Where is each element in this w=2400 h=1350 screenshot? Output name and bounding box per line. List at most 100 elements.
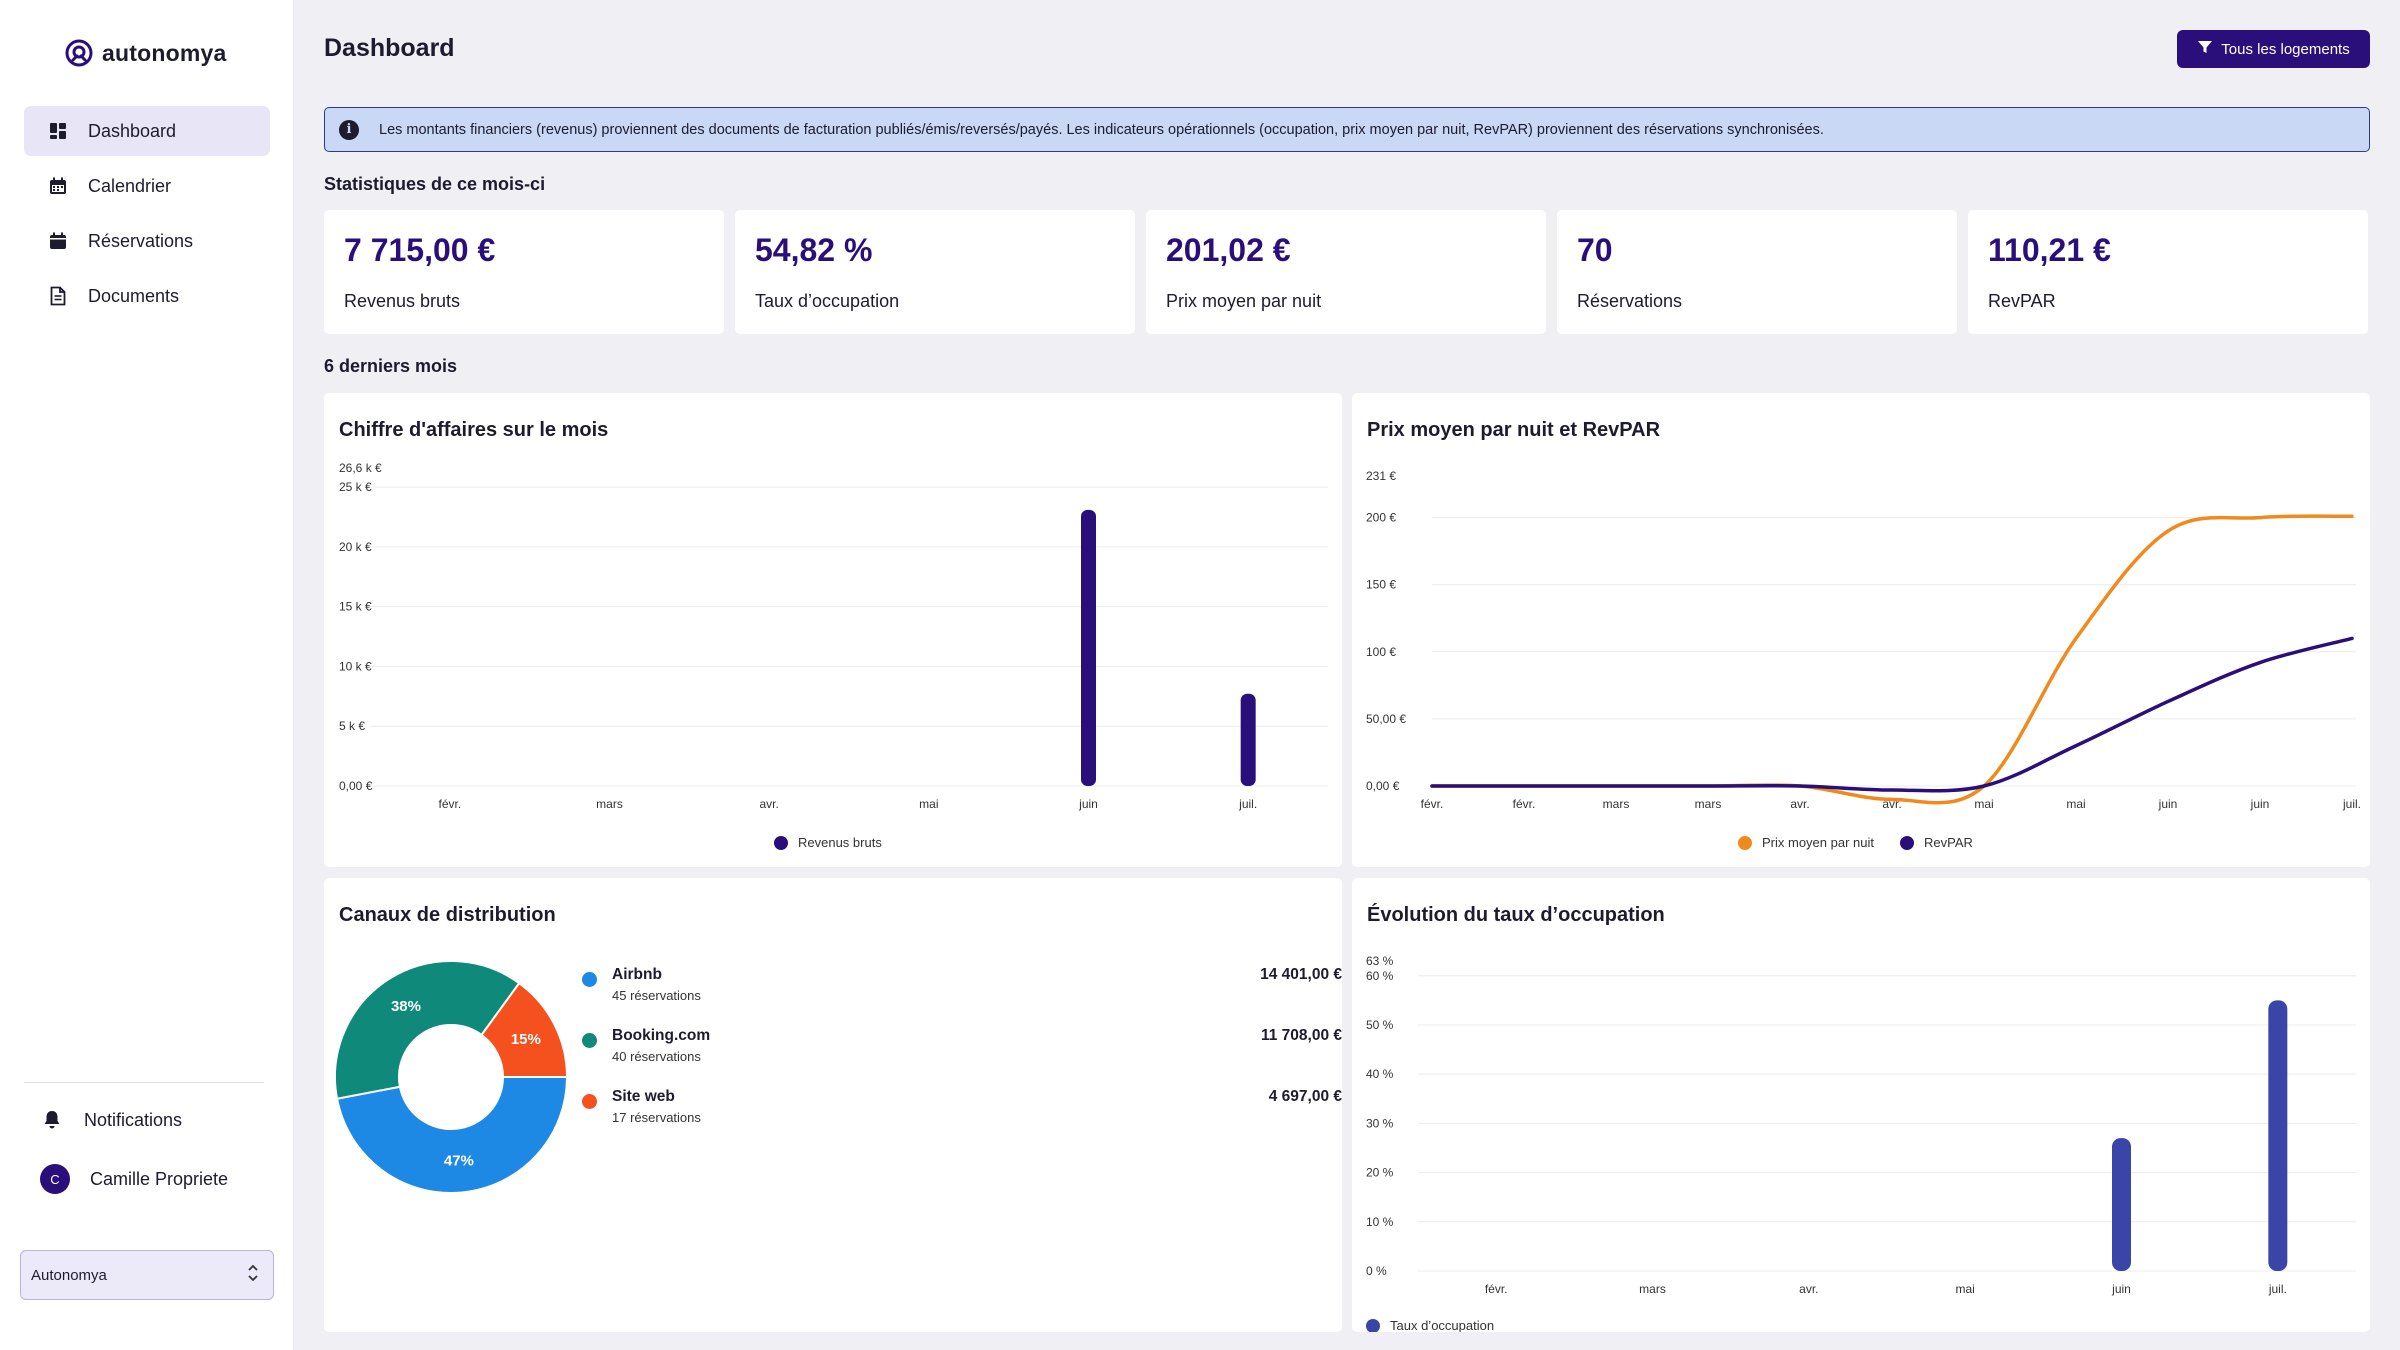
y-tick-label: 0,00 € <box>1366 779 1400 793</box>
channel-item-booking: Booking.com 40 réservations 11 708,00 € <box>582 1025 1342 1086</box>
slice-label: 47% <box>444 1153 474 1170</box>
x-tick-label: juin <box>1078 797 1098 811</box>
price-chart: 0,00 € 50,00 € 100 € 150 € 200 € 231 € févr. fé… <box>1366 469 2361 811</box>
bar <box>2268 1000 2288 1271</box>
calendar-filled-icon <box>46 229 70 253</box>
stat-card-reservations: 70 Réservations <box>1557 210 1957 334</box>
logo-icon <box>65 39 93 67</box>
legend-item[interactable]: RevPAR <box>1900 835 1973 850</box>
channels-panel: Canaux de distribution 47% 38% 15% Airbnb … <box>324 878 1342 1332</box>
sidebar-item-label: Documents <box>88 285 180 306</box>
calendar-icon <box>46 174 70 198</box>
panel-title: Prix moyen par nuit et RevPAR <box>1367 419 1661 441</box>
revenue-legend: Revenus bruts <box>774 835 882 850</box>
y-tick-label: 150 € <box>1366 578 1396 592</box>
y-tick-label: 20 k € <box>339 540 372 554</box>
channel-name: Site web <box>612 1088 675 1105</box>
x-tick-label: mars <box>596 797 623 811</box>
legend-dot <box>1900 835 1914 850</box>
channel-reservations: 40 réservations <box>612 1049 701 1064</box>
channel-dot <box>582 972 597 987</box>
app-logo[interactable]: autonomya <box>64 38 226 68</box>
sidebar: autonomya Dashboard Calendrier Réservati… <box>0 0 294 1350</box>
legend-item[interactable]: Taux d’occupation <box>1366 1318 1494 1332</box>
x-tick-label: juin <box>2158 797 2178 811</box>
y-tick-label: 60 % <box>1366 969 1394 983</box>
sidebar-item-label: Dashboard <box>88 120 177 141</box>
slice-label: 15% <box>511 1031 541 1048</box>
channels-donut-chart: 47% 38% 15% <box>334 960 569 1194</box>
sidebar-item-reservations[interactable]: Réservations <box>24 216 270 266</box>
stat-label: Prix moyen par nuit <box>1166 291 1322 311</box>
chevron-up-down-icon <box>247 1263 259 1287</box>
y-tick-label: 25 k € <box>339 480 372 494</box>
legend-item[interactable]: Revenus bruts <box>774 835 882 850</box>
x-tick-label: mars <box>1639 1282 1666 1296</box>
price-legend: Prix moyen par nuit RevPAR <box>1738 835 1973 850</box>
stat-card-revenue: 7 715,00 € Revenus bruts <box>324 210 724 334</box>
info-banner-text: Les montants financiers (revenus) provie… <box>379 121 1824 138</box>
channel-amount: 4 697,00 € <box>1268 1088 1342 1105</box>
sidebar-item-documents[interactable]: Documents <box>24 271 270 321</box>
stat-value: 70 <box>1577 232 1613 268</box>
sidebar-item-calendrier[interactable]: Calendrier <box>24 161 270 211</box>
y-tick-label: 40 % <box>1366 1067 1394 1081</box>
stat-label: RevPAR <box>1988 291 2056 311</box>
filter-button-label: Tous les logements <box>2221 40 2350 58</box>
stat-card-revpar: 110,21 € RevPAR <box>1968 210 2368 334</box>
notifications-button[interactable]: Notifications <box>40 1108 182 1132</box>
channel-dot <box>582 1094 597 1109</box>
panel-title: Évolution du taux d’occupation <box>1367 904 1665 926</box>
stat-card-avg-price: 201,02 € Prix moyen par nuit <box>1146 210 1546 334</box>
x-tick-label: mai <box>919 797 938 811</box>
legend-dot <box>1738 835 1752 850</box>
y-tick-label: 0,00 € <box>339 779 373 793</box>
y-tick-label: 15 k € <box>339 600 372 614</box>
panel-title: Canaux de distribution <box>339 904 556 926</box>
avatar: C <box>40 1164 70 1194</box>
legend-item[interactable]: Prix moyen par nuit <box>1738 835 1874 850</box>
filter-properties-button[interactable]: Tous les logements <box>2177 30 2370 68</box>
legend-dot <box>1366 1318 1380 1332</box>
y-tick-label: 231 € <box>1366 469 1396 483</box>
stat-value: 7 715,00 € <box>344 232 496 268</box>
page-title: Dashboard <box>324 34 455 62</box>
donut-slice <box>480 981 569 1078</box>
y-tick-label: 5 k € <box>339 719 365 733</box>
info-banner: i Les montants financiers (revenus) prov… <box>324 107 2370 152</box>
sidebar-item-dashboard[interactable]: Dashboard <box>24 106 270 156</box>
stats-section-title: Statistiques de ce mois-ci <box>324 174 546 194</box>
channel-name: Airbnb <box>612 966 662 983</box>
x-tick-label: juin <box>2250 797 2270 811</box>
y-tick-label: 10 % <box>1366 1215 1394 1229</box>
stat-value: 201,02 € <box>1166 232 1291 268</box>
bar <box>1081 509 1096 786</box>
legend-dot <box>774 835 788 850</box>
organization-select[interactable]: Autonomya <box>20 1250 274 1300</box>
user-name: Camille Propriete <box>90 1168 229 1189</box>
x-tick-label: avr. <box>1799 1282 1818 1296</box>
y-tick-label: 0 % <box>1366 1264 1387 1278</box>
user-menu[interactable]: C Camille Propriete <box>40 1164 228 1194</box>
channel-list: Airbnb 45 réservations 14 401,00 € Booki… <box>582 964 1342 1147</box>
revenue-chart: 0,00 € 5 k € 10 k € 15 k € 20 k € 25 k € 26,6 … <box>339 461 1328 811</box>
revenue-chart-panel: Chiffre d'affaires sur le mois 0,00 € 5 k… <box>324 393 1342 867</box>
x-tick-label: mai <box>2066 797 2085 811</box>
price-chart-panel: Prix moyen par nuit et RevPAR 0,00 € 50,0… <box>1352 393 2370 867</box>
legend-label: Prix moyen par nuit <box>1762 835 1874 850</box>
panel-title: Chiffre d'affaires sur le mois <box>339 419 609 441</box>
organization-select-value: Autonomya <box>31 1266 107 1284</box>
x-tick-label: févr. <box>1421 797 1444 811</box>
channel-reservations: 17 réservations <box>612 1110 701 1125</box>
notifications-label: Notifications <box>84 1109 183 1130</box>
app-name: autonomya <box>102 39 227 66</box>
series-line <box>1430 636 2354 793</box>
x-tick-label: mars <box>1695 797 1722 811</box>
occupancy-legend: Taux d’occupation <box>1366 1318 1494 1332</box>
history-section-title: 6 derniers mois <box>324 356 458 376</box>
stat-label: Taux d’occupation <box>755 291 900 311</box>
x-tick-label: juil. <box>1238 797 1257 811</box>
channel-name: Booking.com <box>612 1027 711 1044</box>
occupancy-chart-panel: Évolution du taux d’occupation 0 % 10 % 20… <box>1352 878 2370 1332</box>
x-tick-label: févr. <box>1513 797 1536 811</box>
